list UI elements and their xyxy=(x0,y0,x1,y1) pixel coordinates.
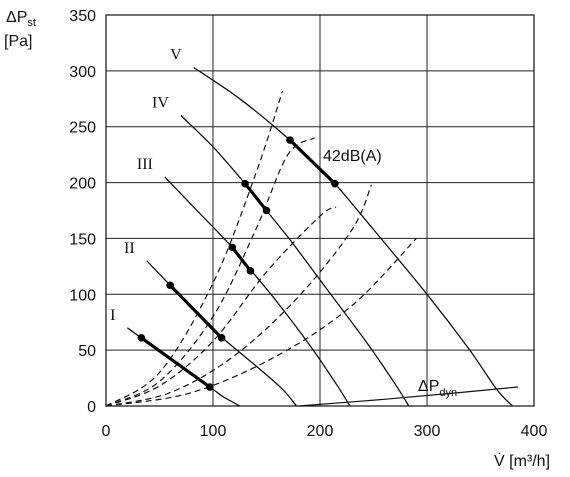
y-tick-label: 300 xyxy=(69,64,96,81)
x-axis-label: V̇ [m³/h] xyxy=(494,452,550,470)
plot-frame xyxy=(105,14,535,407)
operating-segment-iv xyxy=(243,182,268,212)
fan-curve-label-ii: II xyxy=(124,240,135,257)
fan-curve-label-iv: IV xyxy=(152,95,169,112)
system-curve xyxy=(105,237,417,407)
system-curve xyxy=(105,137,315,407)
dyn-pressure-label-sub: dyn xyxy=(439,387,457,399)
y-tick-label: 50 xyxy=(78,343,96,360)
fan-curve-iv xyxy=(180,115,410,407)
operating-segment-iii xyxy=(230,246,252,272)
y-axis-label-main: ΔP xyxy=(6,9,27,26)
fan-curve-label-v: V xyxy=(170,47,182,64)
dynamic-pressure-line xyxy=(298,386,519,407)
system-curve xyxy=(105,90,284,407)
axis-ticks: 0 100 200 300 400 0 50 100 150 200 250 300 350 xyxy=(69,8,547,440)
y-tick-label: 0 xyxy=(87,399,96,416)
y-tick-label: 350 xyxy=(69,8,96,25)
y-axis-label: ΔPst xyxy=(6,9,36,29)
y-tick-label: 200 xyxy=(69,176,96,193)
dyn-pressure-label: ΔPdyn xyxy=(418,378,457,399)
operating-point xyxy=(166,281,174,290)
dynamic-pressure-curve xyxy=(298,386,519,407)
y-tick-label: 100 xyxy=(69,287,96,304)
operating-point xyxy=(217,334,226,342)
operating-point xyxy=(228,243,237,252)
operating-point xyxy=(246,267,255,275)
x-tick-label: 300 xyxy=(414,423,441,440)
x-tick-label: 100 xyxy=(200,423,227,440)
x-tick-label: 0 xyxy=(102,423,111,440)
dyn-pressure-label-main: ΔP xyxy=(418,378,439,395)
x-tick-label: 200 xyxy=(307,423,334,440)
fan-curve-label-i: I xyxy=(110,307,115,324)
operating-point xyxy=(241,179,249,188)
operating-segment-v xyxy=(288,138,337,185)
operating-point xyxy=(262,206,271,215)
operating-point xyxy=(331,179,339,188)
system-curve xyxy=(105,184,372,407)
system-curve xyxy=(105,206,337,407)
fan-curve-iii xyxy=(164,176,351,407)
operating-point xyxy=(137,334,146,342)
y-tick-label: 150 xyxy=(69,231,96,248)
x-tick-label: 400 xyxy=(521,423,548,440)
system-curves xyxy=(105,90,417,407)
operating-segments xyxy=(137,136,339,391)
operating-segment-i xyxy=(140,336,211,389)
gridlines xyxy=(105,14,535,407)
annotation-42dba: 42dB(A) xyxy=(323,148,382,165)
fan-curve-v xyxy=(193,66,514,407)
operating-point xyxy=(205,383,214,391)
y-tick-label: 250 xyxy=(69,120,96,137)
y-axis-unit: [Pa] xyxy=(4,33,32,50)
operating-segment-ii xyxy=(169,284,223,339)
operating-point xyxy=(286,136,294,144)
fan-curve-label-iii: III xyxy=(137,156,153,173)
y-axis-label-sub: st xyxy=(27,17,36,29)
